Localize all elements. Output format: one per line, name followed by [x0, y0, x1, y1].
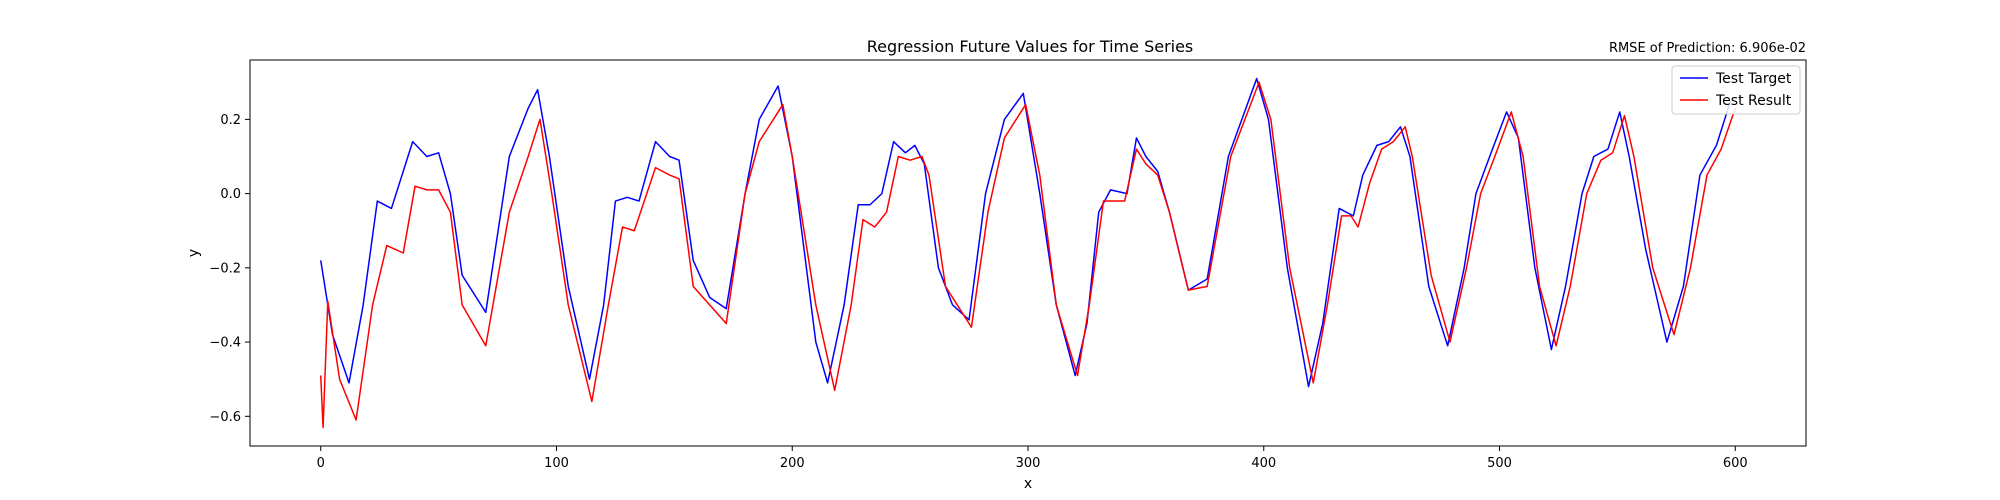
series-line-test-result	[319, 81, 1736, 429]
x-tick-label: 400	[1251, 456, 1276, 471]
chart-title: Regression Future Values for Time Series	[867, 37, 1194, 56]
legend: Test Target Test Result	[1671, 65, 1801, 115]
series-line-test-target	[319, 77, 1732, 388]
x-tick-label: 100	[544, 456, 569, 471]
y-tick-label: −0.6	[209, 410, 241, 425]
plot-area	[249, 59, 1807, 447]
series-group	[319, 77, 1736, 429]
y-tick-label: 0.0	[220, 187, 241, 202]
y-axis-label: y	[186, 249, 202, 257]
y-axis: −0.6 −0.4 −0.2 0.0 0.2	[209, 113, 250, 425]
x-tick-label: 300	[1016, 456, 1041, 471]
x-tick-label: 500	[1487, 456, 1512, 471]
x-tick-label: 200	[780, 456, 805, 471]
rmse-annotation: RMSE of Prediction: 6.906e-02	[1609, 41, 1806, 56]
y-tick-label: −0.4	[209, 336, 241, 351]
y-tick-label: 0.2	[220, 113, 241, 128]
x-axis: 0 100 200 300 400 500 600	[317, 446, 1748, 471]
y-tick-label: −0.2	[209, 261, 241, 276]
legend-label-test-result: Test Result	[1715, 93, 1792, 109]
legend-label-test-target: Test Target	[1715, 71, 1792, 87]
x-tick-label: 600	[1723, 456, 1748, 471]
x-tick-label: 0	[317, 456, 325, 471]
x-axis-label: x	[1024, 476, 1032, 492]
